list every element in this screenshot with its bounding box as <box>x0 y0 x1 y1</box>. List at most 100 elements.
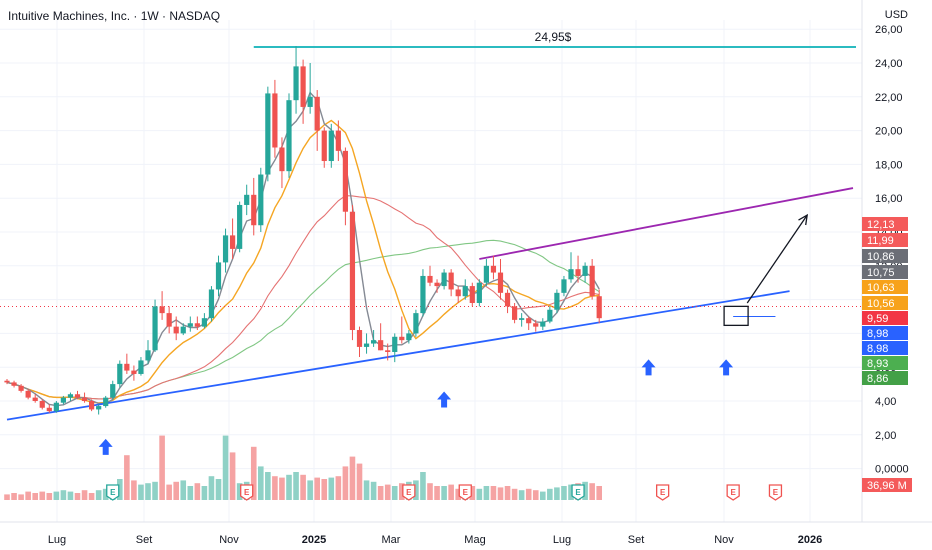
candle-body <box>138 360 144 374</box>
candle-body <box>399 336 405 341</box>
volume-bar <box>124 455 130 500</box>
candle-body <box>462 286 468 297</box>
volume-bar <box>265 472 271 500</box>
volume-bar <box>88 493 95 500</box>
volume-bar <box>540 491 546 500</box>
price-badge <box>862 326 908 340</box>
volume-bar <box>561 486 567 500</box>
volume-bar <box>441 486 447 500</box>
volume-bar <box>518 490 525 500</box>
candle-body <box>39 401 45 408</box>
candle-body <box>4 380 10 383</box>
volume-bar <box>476 488 483 500</box>
volume-bar <box>272 476 278 500</box>
price-badge-label: 10,56 <box>867 298 895 310</box>
candle-body <box>194 323 200 327</box>
earnings-marker-label: E <box>110 488 116 497</box>
candle-body <box>469 286 475 303</box>
time-tick-label: Nov <box>219 534 239 546</box>
time-tick-label: Set <box>136 534 153 546</box>
volume-bar <box>131 480 137 500</box>
volume-bar <box>497 487 504 500</box>
price-badge-label: 8,86 <box>867 373 888 385</box>
volume-bar <box>32 493 38 500</box>
time-tick-label: 2025 <box>302 534 326 546</box>
candle-body <box>166 313 172 327</box>
volume-bar <box>60 490 67 500</box>
price-badge <box>862 356 908 370</box>
volume-bar <box>589 483 595 500</box>
volume-bar <box>187 486 194 500</box>
projection-arrow <box>746 214 808 304</box>
candle-body <box>286 100 292 172</box>
trendlines <box>0 45 862 421</box>
volume-bar <box>258 466 264 500</box>
volume-bar <box>363 480 370 500</box>
candle-body <box>519 318 525 320</box>
volume-bar <box>455 488 461 500</box>
volume-bar <box>300 474 306 500</box>
volume-bar <box>391 486 398 500</box>
candle-body <box>568 269 574 280</box>
price-tick-label: 24,00 <box>875 58 903 70</box>
moving-averages <box>6 91 600 407</box>
volume-bar <box>349 456 356 500</box>
volume-bar <box>18 494 24 500</box>
candle-body <box>222 235 229 263</box>
volume-bar <box>81 490 88 500</box>
volume-bar <box>568 484 574 500</box>
candle-body <box>159 306 165 314</box>
candle-body <box>96 406 102 410</box>
candle-body <box>512 306 518 320</box>
volume-badge <box>862 478 912 492</box>
volume-bar <box>448 484 454 500</box>
volume-bar <box>293 472 299 500</box>
volume-bar <box>434 486 440 500</box>
candle-body <box>307 96 313 107</box>
volume-bar <box>180 480 187 500</box>
candle-body <box>314 96 320 131</box>
time-tick-label: Nov <box>714 534 734 546</box>
candle-body <box>356 330 363 347</box>
price-badge <box>862 265 908 279</box>
price-badge-label: 8,98 <box>867 328 888 340</box>
candle-body <box>342 150 348 212</box>
earnings-marker <box>571 484 585 501</box>
earnings-marker-label: E <box>575 488 581 497</box>
volume-bar <box>152 481 158 500</box>
volume-bar <box>286 474 292 500</box>
candle-body <box>173 326 179 334</box>
candle-body <box>11 382 17 386</box>
volume-bar <box>399 483 405 500</box>
earnings-marker <box>458 484 472 501</box>
candle-body <box>89 401 95 410</box>
volume-bar <box>532 490 539 500</box>
candle-body <box>328 130 334 162</box>
candle-body <box>363 343 370 347</box>
candle-body <box>378 340 384 351</box>
candle-body <box>110 384 116 398</box>
time-tick-label: Mar <box>382 534 401 546</box>
candle-body <box>589 265 595 297</box>
volume-bar <box>377 486 384 500</box>
volume-badge-label: 36,96 M <box>867 480 907 492</box>
candle-body <box>413 313 419 334</box>
candle-body <box>547 309 553 322</box>
price-tick-label: 20,00 <box>875 126 903 138</box>
price-badge <box>862 341 908 355</box>
candle-body <box>441 272 447 287</box>
volume-bar <box>504 486 511 500</box>
candle-body <box>60 397 66 403</box>
upper-trendline <box>479 187 854 260</box>
candle-body <box>455 289 461 297</box>
up-arrow-icon <box>437 391 452 408</box>
candle-body <box>215 262 222 290</box>
volume-bar <box>427 483 433 500</box>
candle-body <box>237 204 243 249</box>
candle-body <box>272 93 278 148</box>
volume-bar <box>335 476 342 500</box>
candle-body <box>131 370 137 374</box>
volume-bar <box>314 477 320 500</box>
annotations: 24,95$ E E E E E E E E <box>98 30 809 501</box>
